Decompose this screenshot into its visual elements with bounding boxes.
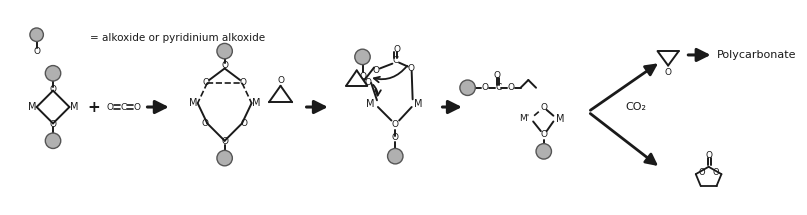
Text: O: O: [540, 129, 547, 138]
Text: O: O: [698, 168, 705, 177]
Text: O: O: [359, 72, 366, 81]
Text: O: O: [221, 137, 228, 146]
Circle shape: [45, 66, 61, 81]
Text: O: O: [203, 78, 210, 88]
Text: O: O: [49, 120, 56, 129]
Text: M: M: [27, 102, 36, 112]
Circle shape: [30, 28, 44, 41]
Text: O: O: [705, 151, 712, 160]
Circle shape: [45, 133, 61, 149]
Text: O: O: [391, 133, 399, 142]
Text: O: O: [202, 119, 209, 128]
Text: O: O: [277, 75, 284, 84]
Text: O: O: [394, 45, 401, 54]
Text: O: O: [713, 168, 719, 177]
Circle shape: [536, 144, 551, 159]
Text: C: C: [495, 83, 502, 92]
Text: M: M: [70, 102, 78, 112]
Circle shape: [387, 149, 403, 164]
Text: O: O: [133, 103, 140, 112]
Text: O: O: [665, 68, 671, 77]
Text: +: +: [87, 100, 100, 115]
Text: O: O: [33, 47, 40, 56]
Text: M: M: [366, 99, 374, 109]
Circle shape: [217, 43, 232, 59]
Text: M: M: [189, 98, 197, 108]
Text: Polycarbonate: Polycarbonate: [717, 50, 797, 60]
Circle shape: [217, 150, 232, 166]
Text: C: C: [392, 56, 399, 65]
Text: = alkoxide or pyridinium alkoxide: = alkoxide or pyridinium alkoxide: [90, 33, 265, 43]
Text: C: C: [120, 103, 127, 112]
Text: M: M: [253, 98, 261, 108]
Text: O: O: [107, 103, 114, 112]
Text: O: O: [365, 78, 372, 88]
Text: M: M: [556, 114, 564, 124]
Circle shape: [355, 49, 370, 64]
Text: O: O: [391, 120, 399, 129]
Text: O: O: [240, 78, 246, 88]
Text: M: M: [414, 99, 423, 109]
Text: O: O: [49, 85, 56, 94]
Text: O: O: [221, 61, 228, 70]
Text: CO₂: CO₂: [625, 102, 646, 112]
Text: O: O: [240, 119, 248, 128]
Text: M': M': [520, 114, 529, 123]
Text: O: O: [494, 71, 501, 80]
Text: O: O: [540, 103, 547, 112]
Text: O: O: [508, 83, 515, 92]
Circle shape: [460, 80, 475, 95]
Text: O: O: [373, 66, 379, 75]
Text: O: O: [408, 64, 414, 73]
Text: O: O: [482, 83, 488, 92]
